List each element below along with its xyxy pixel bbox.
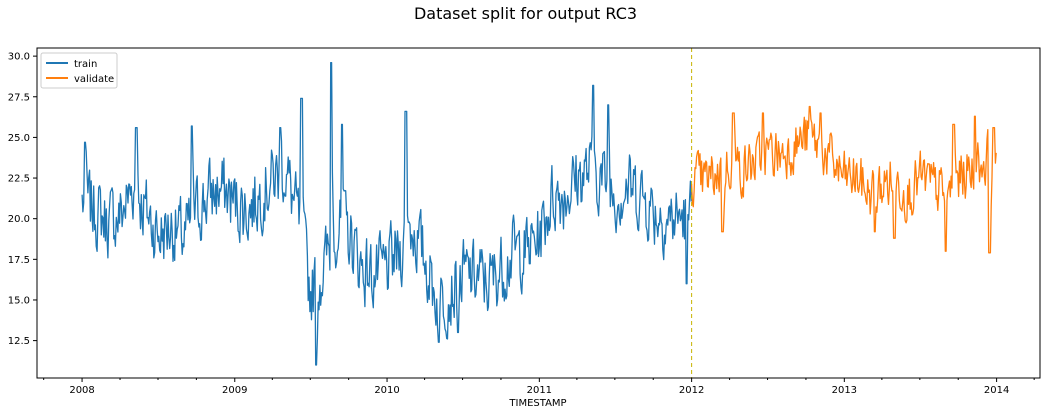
legend: train validate (40, 52, 118, 89)
x-tick-label: 2013 (832, 385, 857, 396)
x-axis-label: TIMESTAMP (508, 398, 566, 409)
x-tick-label: 2008 (69, 385, 94, 396)
series-line-train (81, 61, 692, 366)
legend-label-train: train (74, 59, 97, 70)
x-tick-label: 2009 (222, 385, 247, 396)
y-tick-label: 15.0 (8, 295, 30, 306)
series-line-validate (690, 105, 997, 254)
legend-label-validate: validate (74, 74, 114, 85)
chart-title: Dataset split for output RC3 (413, 4, 638, 23)
x-tick-label: 2012 (679, 385, 704, 396)
y-tick-label: 22.5 (8, 174, 30, 185)
y-tick-label: 25.0 (8, 133, 30, 144)
y-tick-label: 17.5 (8, 255, 30, 266)
y-tick-label: 30.0 (8, 52, 30, 63)
x-tick-label: 2011 (527, 385, 552, 396)
x-tick-label: 2010 (374, 385, 399, 396)
legend-box (40, 52, 118, 89)
y-tick-label: 20.0 (8, 214, 30, 225)
y-tick-label: 27.5 (8, 92, 30, 103)
x-tick-label: 2014 (984, 385, 1009, 396)
y-tick-label: 12.5 (8, 336, 30, 347)
plot-frame (36, 47, 1041, 379)
